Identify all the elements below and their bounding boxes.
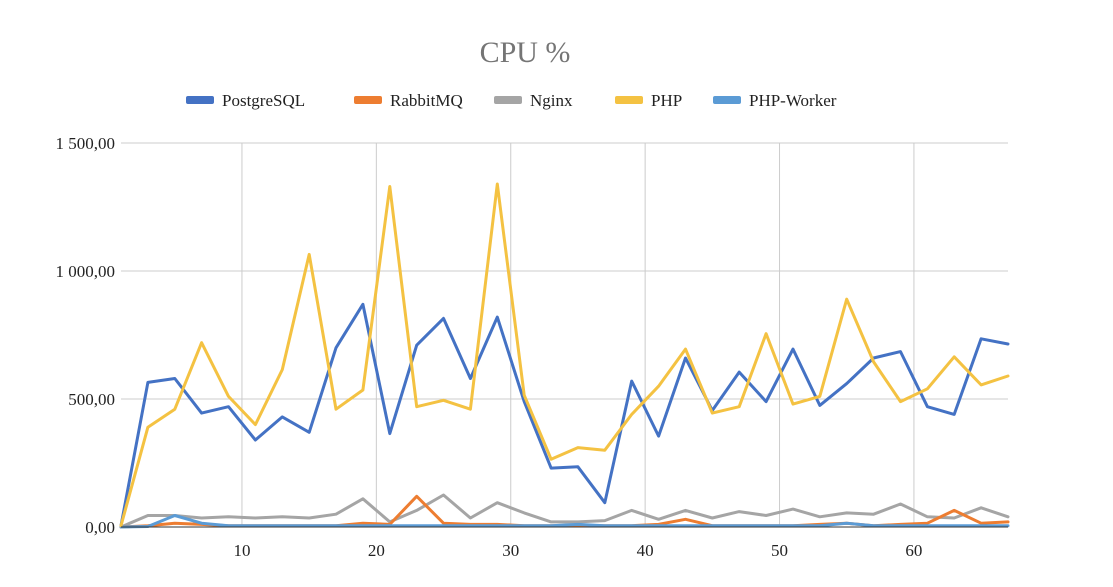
x-tick-label: 30 bbox=[502, 541, 519, 560]
x-tick-label: 60 bbox=[905, 541, 922, 560]
axes: 0,00 500,00 1 000,00 1 500,00 10 20 30 40 50 60 bbox=[56, 134, 1008, 560]
x-tick-label: 20 bbox=[368, 541, 385, 560]
chart-legend: PostgreSQL RabbitMQ Nginx PHP PHP-Worker bbox=[186, 91, 837, 110]
y-tick-label: 1 000,00 bbox=[56, 262, 116, 281]
series-line-postgresql bbox=[119, 302, 1010, 528]
legend-swatch-rabbitmq bbox=[354, 96, 382, 104]
grid-lines bbox=[121, 142, 1008, 527]
series-line-php-worker bbox=[119, 514, 1010, 529]
legend-label-php: PHP bbox=[651, 91, 682, 110]
legend-label-rabbitmq: RabbitMQ bbox=[390, 91, 463, 110]
y-tick-label: 500,00 bbox=[68, 390, 115, 409]
legend-swatch-postgresql bbox=[186, 96, 214, 104]
series-line-php bbox=[119, 182, 1010, 528]
chart-title: CPU % bbox=[480, 36, 571, 69]
x-tick-label: 10 bbox=[233, 541, 250, 560]
y-tick-label: 0,00 bbox=[85, 518, 115, 537]
series-lines bbox=[119, 182, 1010, 529]
x-tick-label: 40 bbox=[637, 541, 654, 560]
legend-swatch-php-worker bbox=[713, 96, 741, 104]
legend-label-postgresql: PostgreSQL bbox=[222, 91, 305, 110]
legend-label-nginx: Nginx bbox=[530, 91, 573, 110]
x-tick-label: 50 bbox=[771, 541, 788, 560]
series-line-nginx bbox=[119, 493, 1010, 529]
legend-swatch-php bbox=[615, 96, 643, 104]
legend-swatch-nginx bbox=[494, 96, 522, 104]
y-tick-label: 1 500,00 bbox=[56, 134, 116, 153]
legend-label-php-worker: PHP-Worker bbox=[749, 91, 837, 110]
